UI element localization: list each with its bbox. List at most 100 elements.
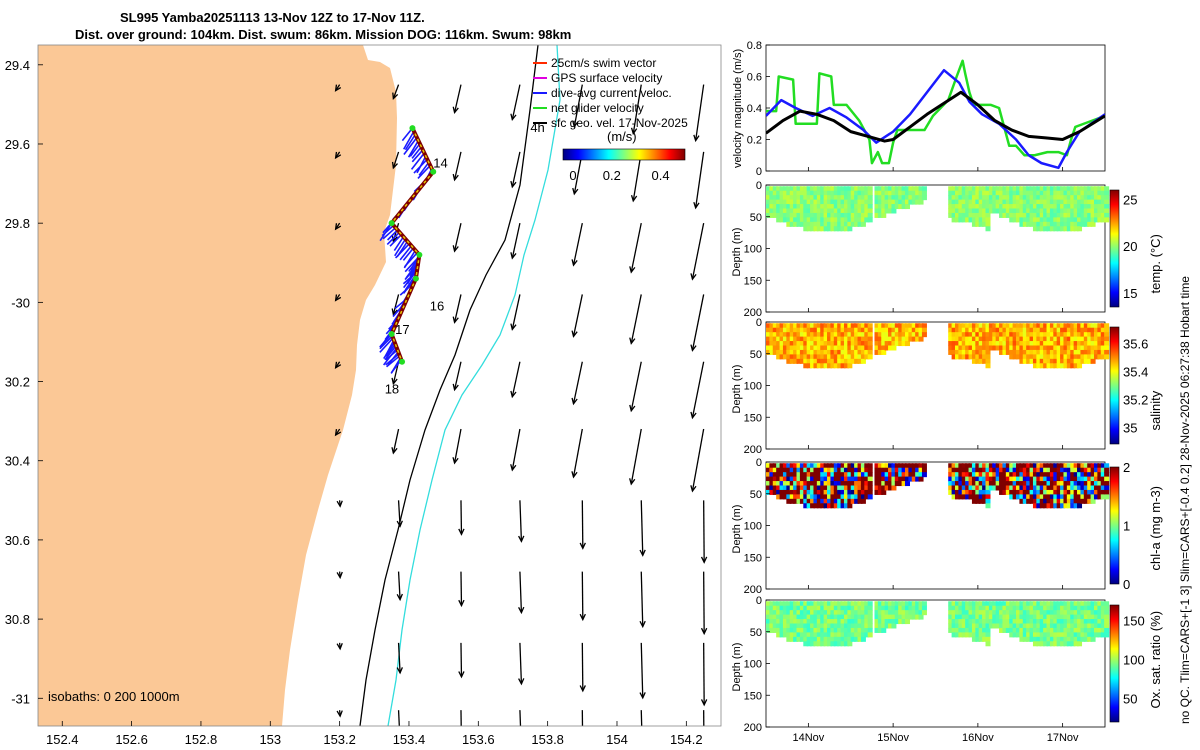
geostrophic-arrow bbox=[458, 571, 465, 608]
legend-label: GPS surface velocity bbox=[551, 71, 662, 85]
current-vector bbox=[411, 149, 424, 163]
geostrophic-arrow bbox=[571, 361, 583, 406]
velocity-y-tick-label: 0.6 bbox=[747, 72, 762, 84]
land-mass bbox=[38, 45, 397, 726]
geostrophic-arrow bbox=[510, 223, 521, 260]
map-x-tick-label: 153.6 bbox=[462, 732, 495, 747]
geostrophic-arrow bbox=[579, 571, 586, 622]
geostrophic-arrow bbox=[693, 84, 705, 143]
geostrophic-arrow bbox=[700, 571, 708, 636]
current-vector bbox=[385, 343, 396, 357]
legend-label: dive-avg current veloc. bbox=[551, 86, 672, 100]
geostrophic-arrow bbox=[391, 428, 400, 455]
oxygen-y-tick-label: 200 bbox=[744, 722, 762, 734]
salinity-colorbar-tick: 35.4 bbox=[1123, 365, 1148, 380]
current-vector bbox=[403, 136, 418, 156]
current-vector bbox=[384, 345, 397, 361]
map-y-tick-label: 30.6 bbox=[5, 533, 30, 548]
current-vector bbox=[389, 233, 403, 247]
velocity-series-net-glider-velocity bbox=[766, 59, 1105, 165]
time-tick-label: 16Nov bbox=[962, 732, 994, 744]
current-vector bbox=[386, 355, 401, 368]
day-label: 14 bbox=[433, 156, 447, 171]
velocity-series-dive-avg-current-veloc- bbox=[766, 68, 1105, 170]
geostrophic-arrow bbox=[336, 571, 343, 580]
map-y-tick-label: 30.4 bbox=[5, 454, 30, 469]
track-vertex bbox=[388, 331, 395, 338]
oxygen-y-tick-label: 150 bbox=[744, 690, 762, 702]
geostrophic-arrow bbox=[336, 710, 343, 718]
current-vector bbox=[407, 140, 420, 158]
geostrophic-arrow bbox=[510, 361, 521, 399]
salinity-y-tick-label: 0 bbox=[756, 317, 762, 329]
current-vector bbox=[411, 146, 422, 159]
map-y-tick-label: 29.6 bbox=[5, 137, 30, 152]
map-x-tick-label: 154.2 bbox=[670, 732, 703, 747]
salinity-y-tick-label: 150 bbox=[744, 412, 762, 424]
velocity-series-mean bbox=[766, 90, 1105, 143]
time-axis: 14Nov 15Nov 16Nov 17Nov bbox=[792, 732, 1079, 744]
track-vertex bbox=[430, 168, 437, 175]
geostrophic-arrow bbox=[396, 571, 403, 602]
map-colorbar: (m/s) 0 0.2 0.4 bbox=[562, 129, 686, 183]
geostrophic-arrow bbox=[690, 428, 705, 493]
current-vector bbox=[409, 143, 421, 157]
isobath-200m bbox=[359, 45, 539, 726]
current-vector bbox=[393, 236, 405, 252]
chart-title-line1: SL995 Yamba20251113 13-Nov 12Z to 17-Nov… bbox=[120, 10, 425, 25]
geostrophic-arrow bbox=[334, 294, 342, 302]
geostrophic-arrow bbox=[452, 294, 462, 324]
velocity-y-tick-label: 0 bbox=[756, 166, 762, 178]
map-x-tick-label: 152.8 bbox=[185, 732, 218, 747]
geostrophic-arrow bbox=[336, 642, 343, 651]
map-x-tick-label: 153.4 bbox=[393, 732, 426, 747]
map-colorbar-tick: 0.2 bbox=[603, 168, 621, 183]
geostrophic-arrow bbox=[392, 84, 400, 100]
geostrophic-arrow bbox=[458, 500, 465, 536]
day-label: 17 bbox=[395, 322, 409, 337]
map-y-axis: 29.4 29.6 29.8 -30 30.2 30.4 30.6 30.8 -31 bbox=[5, 58, 43, 706]
oxygen-y-tick-label: 50 bbox=[750, 627, 762, 639]
geostrophic-arrow bbox=[518, 571, 525, 615]
temperature-y-tick-label: 0 bbox=[756, 180, 762, 192]
velocity-ylabel: velocity magnitude (m/s) bbox=[732, 49, 744, 168]
geostrophic-arrow bbox=[336, 500, 343, 508]
map-x-axis: 152.4 152.6 152.8 153 153.2 153.4 153.6 153.8 15… bbox=[46, 721, 703, 747]
geostrophic-arrow bbox=[700, 500, 708, 564]
map-y-tick-label: -31 bbox=[11, 691, 30, 706]
legend-label: 25cm/s swim vector bbox=[551, 56, 656, 70]
temperature-colorbar bbox=[1109, 189, 1120, 308]
geostrophic-arrow bbox=[334, 151, 342, 160]
geostrophic-arrow bbox=[629, 428, 642, 486]
chla-section: 0 50 100 150 200 Depth (m) 2 1 0 chl-a (mg m-3) bbox=[731, 457, 1163, 596]
geostrophic-arrow bbox=[571, 428, 583, 479]
track-vertex bbox=[416, 251, 423, 258]
geostrophic-arrow bbox=[703, 710, 705, 726]
velocity-y-tick-label: 0.4 bbox=[747, 103, 762, 115]
dive-average-current-fans bbox=[379, 127, 434, 374]
chla-colorbar bbox=[1109, 466, 1120, 585]
geostrophic-arrow bbox=[579, 642, 586, 693]
current-vector bbox=[404, 133, 417, 151]
map-colorbar-title: (m/s) bbox=[607, 129, 637, 144]
day-label: 18 bbox=[385, 381, 399, 396]
current-vector bbox=[399, 245, 413, 261]
time-tick-label: 14Nov bbox=[792, 732, 824, 744]
geostrophic-arrow bbox=[334, 222, 342, 231]
current-vector bbox=[379, 337, 394, 353]
geostrophic-arrow bbox=[640, 710, 643, 726]
geostrophic-arrow bbox=[518, 500, 525, 543]
isobath-1000m bbox=[387, 45, 561, 726]
map-y-tick-label: 29.4 bbox=[5, 58, 30, 73]
track-vertex bbox=[409, 125, 416, 132]
geostrophic-velocity-arrows bbox=[334, 84, 708, 726]
salinity-colorbar-tick: 35.2 bbox=[1123, 392, 1148, 407]
current-vector bbox=[395, 242, 411, 259]
geostrophic-arrow bbox=[397, 710, 400, 726]
current-vector bbox=[394, 238, 407, 257]
geostrophic-arrow bbox=[690, 294, 705, 352]
oxygen-data bbox=[766, 601, 1110, 647]
geostrophic-arrow bbox=[518, 642, 525, 686]
velocity-y-tick-label: 0.8 bbox=[747, 40, 762, 52]
